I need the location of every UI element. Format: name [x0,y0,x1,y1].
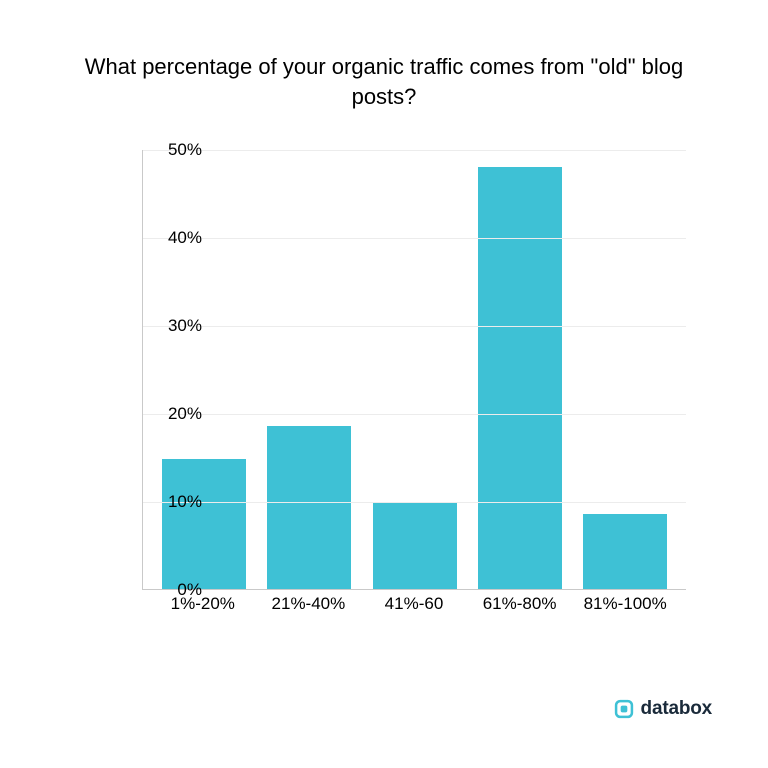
bar [373,503,457,589]
gridline [143,150,686,151]
bar-slot [151,150,256,589]
plot-area [142,150,686,590]
x-tick-label: 41%-60 [361,594,467,614]
bar-slot [362,150,467,589]
databox-logo-icon [614,699,634,719]
y-tick-label: 20% [146,404,202,424]
gridline [143,502,686,503]
y-tick-label: 0% [146,580,202,600]
gridline [143,326,686,327]
y-tick-label: 10% [146,492,202,512]
brand-badge: databox [614,698,712,720]
x-axis-labels: 1%-20%21%-40%41%-6061%-80%81%-100% [142,594,686,614]
bar [162,459,246,589]
bar-chart: 1%-20%21%-40%41%-6061%-80%81%-100% 0% 10%… [76,140,686,630]
x-tick-label: 81%-100% [572,594,678,614]
gridline [143,414,686,415]
y-tick-label: 50% [146,140,202,160]
bar [583,514,667,589]
bar-slot [573,150,678,589]
bar [478,167,562,589]
y-tick-label: 30% [146,316,202,336]
y-tick-label: 40% [146,228,202,248]
chart-title: What percentage of your organic traffic … [0,52,768,111]
bars-container [143,150,686,589]
bar-slot [467,150,572,589]
x-tick-label: 21%-40% [256,594,362,614]
brand-name: databox [641,698,712,720]
bar-slot [256,150,361,589]
x-tick-label: 61%-80% [467,594,573,614]
bar [267,426,351,589]
gridline [143,238,686,239]
